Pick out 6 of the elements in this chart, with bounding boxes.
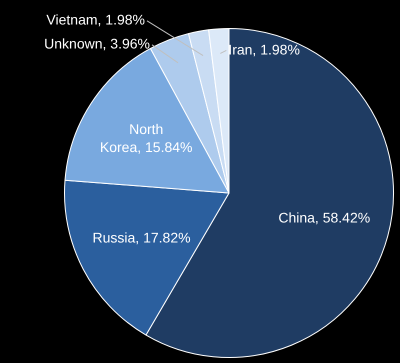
slice-label: North Korea, 15.84% <box>100 121 193 156</box>
slice-label: China, 58.42% <box>278 210 370 226</box>
slice-label: Vietnam, 1.98% <box>46 12 145 28</box>
slice-label: Unknown, 3.96% <box>44 36 150 52</box>
slice-label: Iran, 1.98% <box>228 41 300 58</box>
slice-label: Russia, 17.82% <box>92 230 191 246</box>
